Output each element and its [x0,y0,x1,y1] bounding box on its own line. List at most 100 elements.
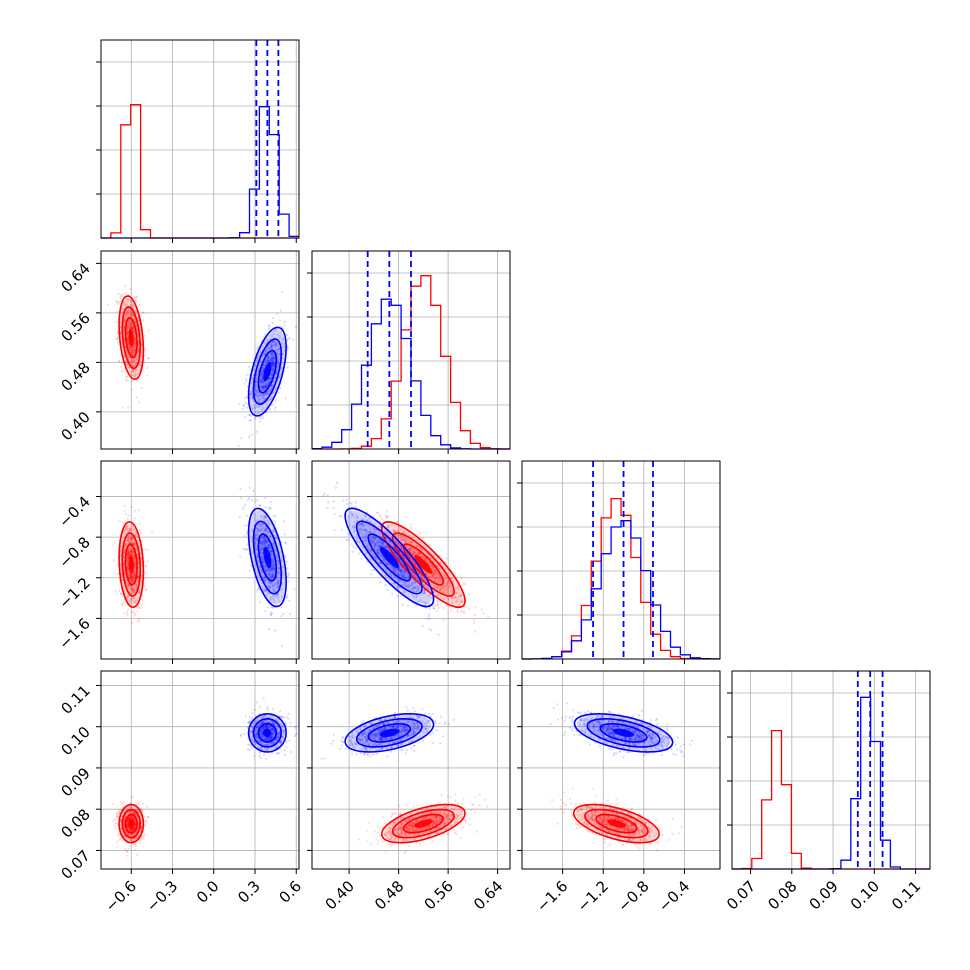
scatter-point [258,530,261,533]
scatter-point [131,327,134,330]
scatter-point [144,571,148,574]
scatter-point [272,355,275,359]
scatter-point [268,582,271,585]
scatter-point [353,528,356,531]
scatter-point [131,327,134,330]
scatter-point [261,378,264,381]
scatter-point [436,572,439,575]
scatter-point [124,346,127,349]
scatter-point [130,548,134,552]
scatter-point [130,574,133,578]
scatter-point [128,322,131,325]
scatter-point [357,516,360,519]
scatter-point [131,314,135,317]
scatter-point [276,582,279,585]
scatter-point [131,828,134,831]
scatter-point [128,833,131,836]
scatter-point [275,586,278,590]
scatter-point [472,622,476,625]
scatter-point [437,577,441,580]
scatter-point [128,537,131,540]
scatter-point [131,354,134,357]
scatter-point [426,617,429,620]
scatter-point [276,348,279,352]
scatter-point [401,574,404,577]
scatter-point [263,364,266,367]
scatter-point [414,586,417,589]
scatter-point [134,560,137,563]
scatter-point [264,386,267,389]
scatter-point [246,395,249,398]
scatter-point [139,532,142,535]
scatter-point [428,627,431,631]
scatter-point [267,382,270,385]
scatter-point [271,584,275,587]
scatter-point [272,351,275,354]
scatter-point [261,560,264,563]
scatter-point [132,611,135,614]
scatter-point [265,392,268,395]
scatter-point [348,510,351,513]
scatter-point [434,577,437,580]
scatter-point [272,362,275,365]
scatter-point [255,539,258,542]
scatter-point [123,320,126,323]
scatter-point [375,556,378,559]
scatter-point [386,524,389,528]
scatter-point [272,364,275,367]
scatter-point [131,589,134,592]
scatter-point [409,534,412,538]
scatter-point [278,348,281,351]
scatter-point [125,331,129,334]
scatter-point [286,366,289,369]
scatter-point [462,583,465,586]
scatter-point [254,380,257,383]
scatter-point [276,356,279,359]
scatter-point [363,529,366,532]
scatter-point [126,326,129,329]
scatter-point [123,550,126,554]
scatter-point [127,573,130,576]
scatter-point [270,569,273,572]
scatter-point [115,320,118,323]
scatter-point [402,571,405,574]
scatter-point [126,554,129,557]
scatter-point [123,319,126,322]
scatter-point [351,525,354,528]
scatter-point [258,412,261,415]
scatter-point [127,326,130,329]
scatter-point [404,557,407,560]
scatter-point [254,378,258,381]
scatter-point [273,361,276,365]
scatter-point [126,333,129,337]
scatter-point [269,342,272,345]
scatter-point [271,356,274,359]
scatter-point [128,827,131,830]
scatter-point [358,524,361,527]
scatter-point [129,310,133,313]
scatter-point [263,539,266,542]
scatter-point [265,359,268,362]
scatter-point [132,608,135,612]
scatter-point [127,312,130,315]
scatter-point [132,571,135,574]
scatter-point [129,549,132,552]
scatter-point [409,523,413,526]
scatter-point [415,604,418,607]
scatter-point [260,548,263,551]
scatter-point [276,365,279,368]
scatter-point [275,371,278,375]
scatter-point [131,588,134,591]
scatter-point [440,587,443,590]
scatter-point [401,574,404,578]
scatter-point [361,518,364,521]
scatter-point [127,340,130,344]
scatter-point [258,530,261,533]
scatter-point [374,542,377,545]
scatter-point [372,540,376,543]
scatter-point [120,293,123,296]
scatter-point [410,557,413,560]
scatter-point [417,552,420,555]
scatter-point [136,554,139,558]
scatter-point [264,539,267,542]
